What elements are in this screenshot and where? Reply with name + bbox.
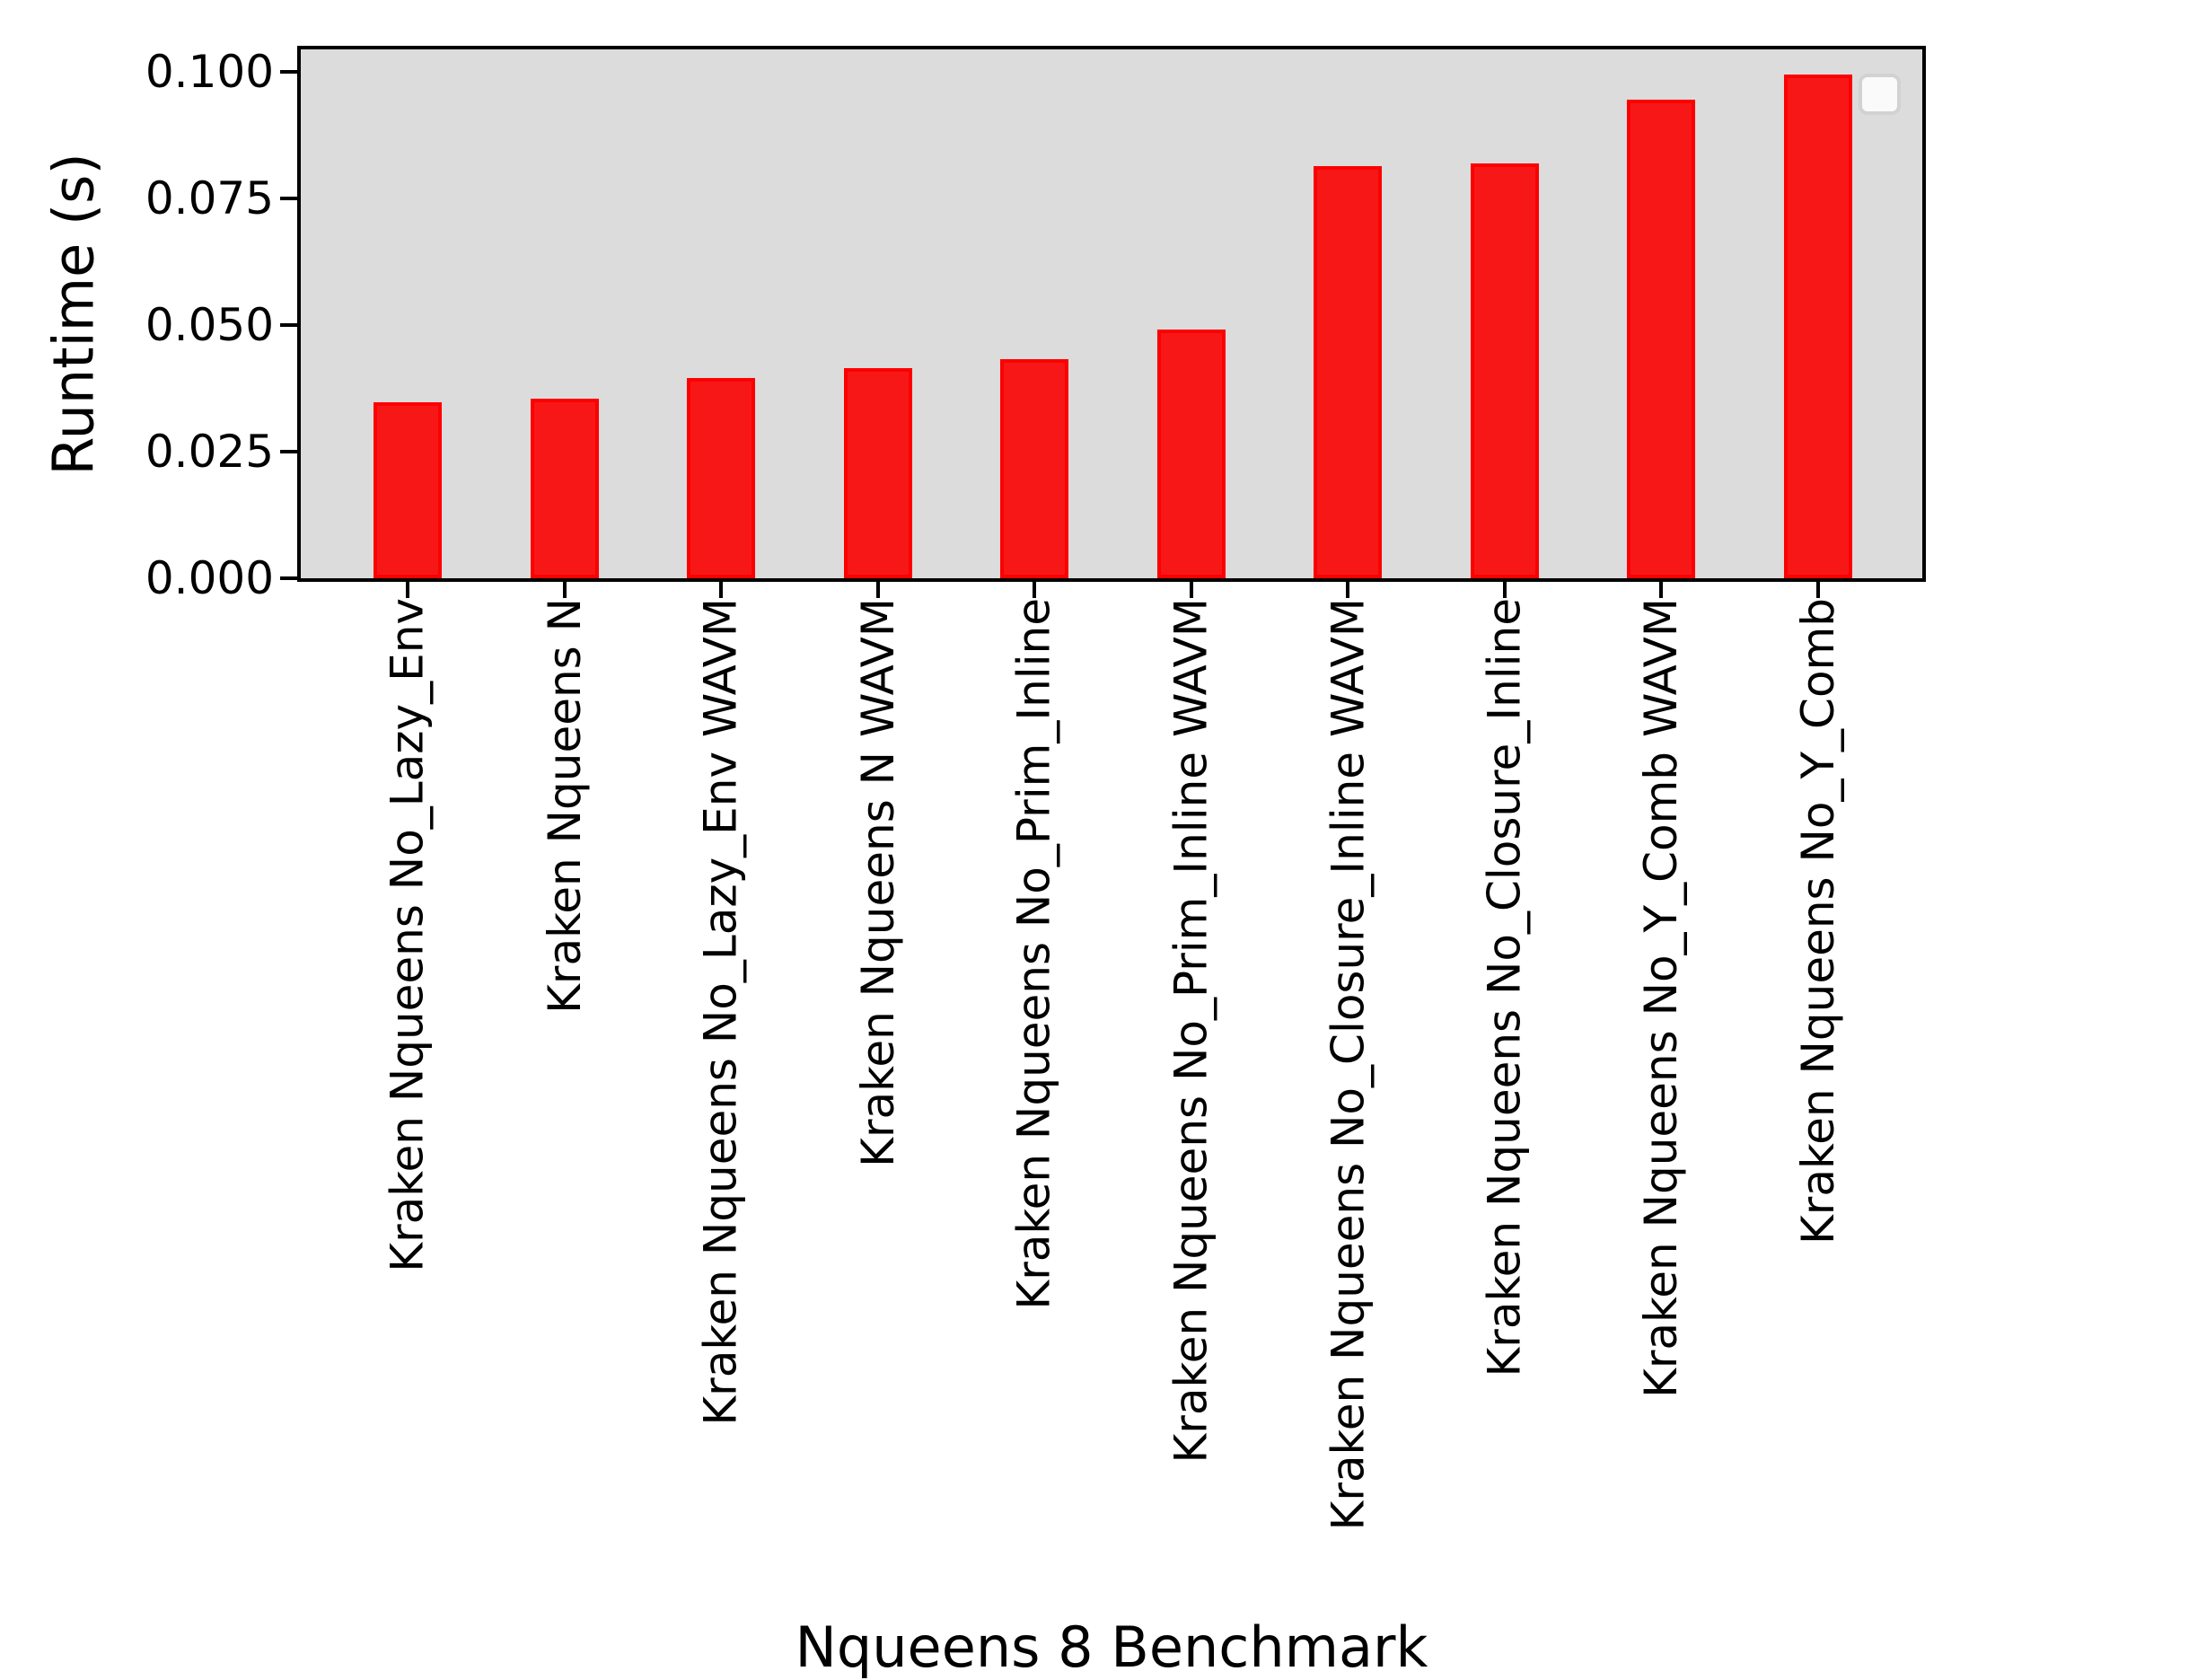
x-tick-label: Kraken Nqueens No_Lazy_Env [382, 598, 434, 1272]
y-tick-label: 0.000 [145, 552, 274, 604]
x-tick-mark [1659, 582, 1663, 598]
y-tick-label: 0.050 [145, 299, 274, 351]
plot-area [297, 46, 1926, 582]
x-tick-label: Kraken Nqueens No_Y_Comb WAVM [1635, 598, 1687, 1398]
y-axis-title: Runtime (s) [40, 153, 107, 476]
x-tick-mark [719, 582, 723, 598]
x-tick-mark [1190, 582, 1193, 598]
y-tick-mark [280, 576, 297, 580]
x-tick-mark [876, 582, 880, 598]
x-tick-label: Kraken Nqueens N WAVM [852, 598, 904, 1167]
x-tick-mark [406, 582, 409, 598]
y-tick-mark [280, 323, 297, 327]
x-tick-label: Kraken Nqueens No_Closure_Inline [1479, 598, 1531, 1377]
x-tick-label: Kraken Nqueens No_Prim_Inline WAVM [1165, 598, 1217, 1464]
x-tick-mark [1503, 582, 1507, 598]
x-axis-title: Nqueens 8 Benchmark [795, 1614, 1428, 1680]
x-tick-label: Kraken Nqueens No_Lazy_Env WAVM [695, 598, 747, 1426]
x-tick-label: Kraken Nqueens N [539, 598, 591, 1014]
y-tick-mark [280, 450, 297, 453]
y-tick-mark [280, 70, 297, 74]
x-tick-label: Kraken Nqueens No_Y_Comb [1792, 598, 1844, 1245]
x-tick-mark [1816, 582, 1820, 598]
x-tick-mark [563, 582, 567, 598]
y-tick-mark [280, 197, 297, 200]
legend-box [1859, 74, 1901, 115]
x-tick-mark [1033, 582, 1036, 598]
y-tick-label: 0.075 [145, 172, 274, 224]
x-tick-label: Kraken Nqueens No_Closure_Inline WAVM [1322, 598, 1374, 1531]
y-tick-label: 0.025 [145, 426, 274, 478]
x-tick-mark [1346, 582, 1349, 598]
x-tick-label: Kraken Nqueens No_Prim_Inline [1008, 598, 1060, 1310]
y-tick-label: 0.100 [145, 46, 274, 98]
